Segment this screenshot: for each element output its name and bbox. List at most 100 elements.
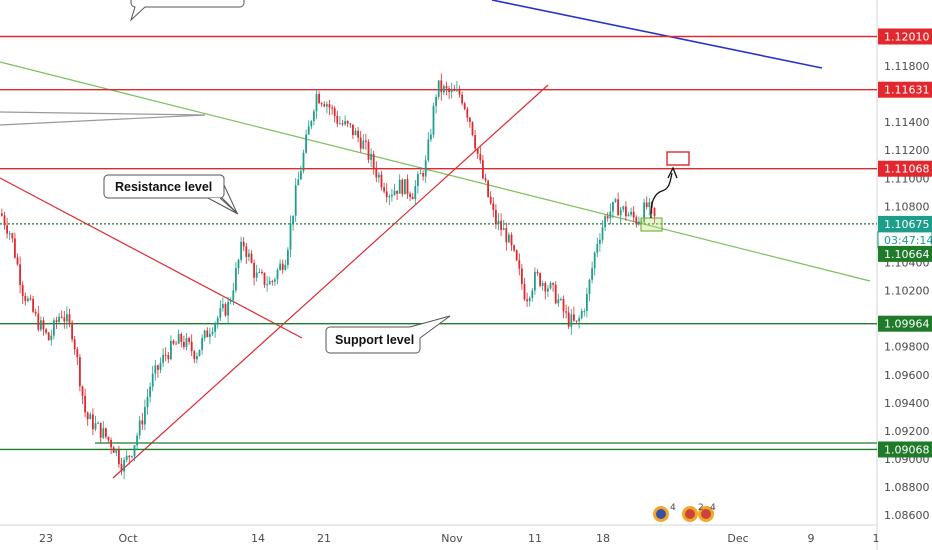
trendline-green[interactable] <box>0 61 871 282</box>
candle-body <box>284 264 287 270</box>
candle-body <box>68 314 71 323</box>
candle-body <box>89 414 92 420</box>
trendline-red-falling[interactable] <box>0 177 303 339</box>
candle-body <box>393 190 396 195</box>
candle-body <box>443 86 445 93</box>
candle-body <box>42 320 45 330</box>
y-tick-label: 1.10800 <box>884 200 930 213</box>
candle-body <box>378 174 380 178</box>
x-tick-label: 23 <box>39 532 53 545</box>
trendline-red-rising[interactable] <box>112 84 549 479</box>
candle-body <box>86 412 89 420</box>
candle-body <box>476 148 479 154</box>
candle-body <box>271 281 274 283</box>
candle-body <box>396 190 398 194</box>
candle-body <box>339 123 341 125</box>
candle-body <box>190 341 193 352</box>
price-badges: 1.12010 1.11631 1.11068 1.10675 1.09964 1.090… <box>877 28 932 458</box>
event-icons[interactable]: 4 2 4 <box>653 503 716 522</box>
candle-body <box>313 111 315 121</box>
candle-body <box>463 103 466 110</box>
support-callout-pointer <box>409 315 451 339</box>
candle-body <box>235 268 237 291</box>
candle-body <box>398 179 401 194</box>
candle-body <box>362 140 365 149</box>
resistance-callout[interactable]: Resistance level <box>103 174 239 215</box>
trendline-blue[interactable] <box>491 0 823 69</box>
x-tick-label: 11 <box>528 532 542 545</box>
candle-body <box>133 445 136 457</box>
low-badge <box>878 245 932 262</box>
entry-zone-box[interactable] <box>640 217 663 232</box>
candle-body <box>518 260 521 269</box>
candle-body <box>128 455 131 458</box>
candle-body <box>359 137 362 149</box>
candle-body <box>263 272 266 285</box>
trendlines-layer <box>0 0 877 479</box>
candle-body <box>567 312 570 327</box>
candle-body <box>159 362 162 370</box>
candle-body <box>617 199 619 216</box>
candle-body <box>29 298 32 300</box>
candle-body <box>193 351 196 360</box>
candle-body <box>609 211 612 219</box>
candle-body <box>406 179 409 194</box>
candle-body <box>487 180 489 197</box>
candle-body <box>612 201 614 212</box>
candle-body <box>513 245 515 251</box>
candle-body <box>302 152 305 171</box>
candle-body <box>141 420 144 425</box>
candle-body <box>458 89 461 95</box>
candles-layer <box>1 73 656 480</box>
candle-body <box>320 103 323 105</box>
candle-body <box>534 271 536 291</box>
candle-body <box>601 227 604 240</box>
candle-body <box>1 213 3 216</box>
y-tick-label: 1.08800 <box>884 481 930 494</box>
candle-body <box>79 357 81 387</box>
candle-body <box>583 310 586 312</box>
candle-body <box>71 322 73 340</box>
candle-body <box>209 333 211 338</box>
candle-body <box>123 459 125 472</box>
top-callout[interactable] <box>129 0 245 22</box>
candle-body <box>32 298 34 312</box>
support-callout[interactable]: Support level <box>325 315 451 354</box>
x-tick-label: Dec <box>727 532 748 545</box>
level-badge-label: 1.11631 <box>884 84 930 97</box>
level-badge-label: 1.09964 <box>884 318 930 331</box>
countdown-label: 03:47:14 <box>884 234 932 247</box>
candle-body <box>632 211 635 218</box>
candle-body <box>570 314 573 327</box>
candle-body <box>281 263 284 270</box>
candle-body <box>401 179 404 195</box>
x-tick-label: 21 <box>317 532 331 545</box>
candle-body <box>307 126 310 135</box>
candle-body <box>331 107 333 109</box>
candle-body <box>157 365 159 370</box>
candle-body <box>125 455 128 460</box>
candle-body <box>479 153 482 161</box>
candle-body <box>630 211 632 215</box>
candle-body <box>531 290 534 298</box>
level-badge <box>878 160 932 177</box>
candle-body <box>151 373 154 387</box>
support-callout-mask <box>327 328 419 352</box>
candle-body <box>292 215 294 224</box>
level-badge <box>878 215 932 232</box>
candle-body <box>573 314 575 321</box>
candle-body <box>448 88 450 93</box>
candle-body <box>385 191 388 198</box>
candle-body <box>245 246 248 257</box>
candle-body <box>170 340 172 360</box>
candle-body <box>203 330 206 339</box>
candle-body <box>539 273 541 286</box>
top-callout-bubble <box>129 0 245 22</box>
target-zone-box[interactable] <box>666 151 690 166</box>
candle-body <box>370 154 372 160</box>
candle-body <box>489 196 492 204</box>
candle-body <box>547 288 549 292</box>
time-axis[interactable]: 23 Oct 14 21 Nov 11 18 Dec 9 1 <box>39 532 880 545</box>
candle-body <box>183 341 185 348</box>
